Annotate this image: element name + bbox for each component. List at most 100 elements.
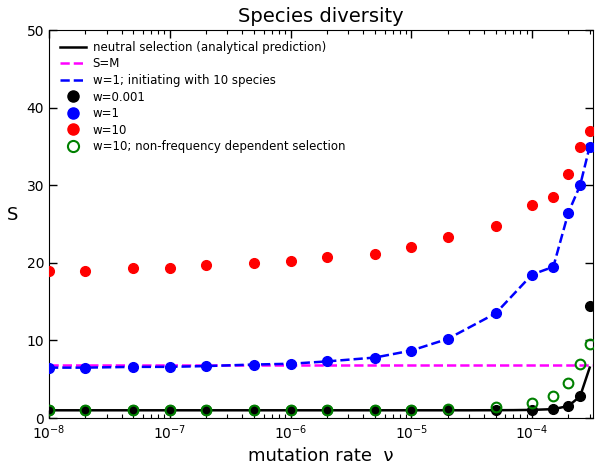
neutral selection (analytical prediction) (166, 407, 173, 413)
w=0.001 (323, 407, 331, 413)
neutral selection (analytical prediction) (203, 407, 210, 413)
w=0.001 (46, 407, 53, 413)
w=10; non-frequency dependent selection (407, 407, 415, 413)
w=1; initiating with 10 species (82, 365, 89, 371)
w=1; initiating with 10 species (529, 272, 536, 278)
w=1 (46, 365, 53, 371)
w=1; initiating with 10 species (166, 364, 173, 370)
w=1 (130, 364, 137, 370)
w=10 (46, 269, 53, 274)
w=1; initiating with 10 species (251, 362, 258, 367)
neutral selection (analytical prediction) (82, 407, 89, 413)
neutral selection (analytical prediction) (466, 407, 473, 413)
w=10 (565, 171, 572, 177)
w=10; non-frequency dependent selection (251, 407, 258, 413)
Legend: neutral selection (analytical prediction), S=M, w=1; initiating with 10 species,: neutral selection (analytical prediction… (55, 36, 350, 158)
w=10 (203, 262, 210, 268)
neutral selection (analytical prediction) (565, 403, 572, 409)
neutral selection (analytical prediction) (287, 407, 294, 413)
w=1; initiating with 10 species (492, 311, 499, 316)
neutral selection (analytical prediction) (103, 407, 110, 413)
w=1; initiating with 10 species (46, 365, 53, 371)
w=0.001 (492, 407, 499, 413)
w=0.001 (82, 407, 89, 413)
w=0.001 (287, 407, 294, 413)
neutral selection (analytical prediction) (371, 407, 379, 413)
w=1; initiating with 10 species (565, 210, 572, 215)
w=1 (586, 144, 593, 150)
w=1; initiating with 10 species (130, 364, 137, 370)
w=0.001 (565, 403, 572, 409)
w=10 (492, 223, 499, 228)
w=1 (323, 359, 331, 364)
w=10 (550, 194, 557, 200)
w=1 (251, 362, 258, 367)
w=10; non-frequency dependent selection (444, 406, 451, 412)
w=10; non-frequency dependent selection (287, 407, 294, 413)
w=1; initiating with 10 species (577, 183, 584, 188)
w=0.001 (166, 407, 173, 413)
w=0.001 (371, 407, 379, 413)
neutral selection (analytical prediction) (529, 407, 536, 413)
w=1 (203, 363, 210, 369)
Y-axis label: S: S (7, 206, 19, 224)
w=10; non-frequency dependent selection (82, 407, 89, 413)
w=1 (82, 365, 89, 371)
X-axis label: mutation rate  ν: mutation rate ν (248, 447, 394, 465)
w=0.001 (407, 407, 415, 413)
w=1; initiating with 10 species (444, 336, 451, 342)
w=10; non-frequency dependent selection (323, 407, 331, 413)
neutral selection (analytical prediction) (323, 407, 331, 413)
w=10 (371, 251, 379, 256)
w=10; non-frequency dependent selection (203, 407, 210, 413)
neutral selection (analytical prediction) (492, 407, 499, 413)
w=1 (166, 364, 173, 370)
neutral selection (analytical prediction) (224, 407, 231, 413)
w=0.001 (550, 406, 557, 412)
w=0.001 (529, 407, 536, 413)
Title: Species diversity: Species diversity (238, 7, 404, 26)
w=10 (130, 266, 137, 271)
neutral selection (analytical prediction) (46, 407, 53, 413)
neutral selection (analytical prediction) (130, 407, 137, 413)
w=10; non-frequency dependent selection (550, 394, 557, 399)
w=10; non-frequency dependent selection (166, 407, 173, 413)
w=10; non-frequency dependent selection (565, 380, 572, 386)
w=1 (407, 348, 415, 354)
neutral selection (analytical prediction) (510, 407, 517, 413)
w=10 (287, 258, 294, 263)
w=1 (577, 183, 584, 188)
Line: w=1: w=1 (44, 142, 595, 372)
w=10; non-frequency dependent selection (577, 361, 584, 367)
neutral selection (analytical prediction) (251, 407, 258, 413)
w=1; initiating with 10 species (586, 144, 593, 150)
w=10 (82, 268, 89, 273)
w=1; initiating with 10 species (323, 359, 331, 364)
w=1; initiating with 10 species (550, 264, 557, 270)
w=10; non-frequency dependent selection (529, 400, 536, 405)
w=1 (444, 336, 451, 342)
neutral selection (analytical prediction) (444, 407, 451, 413)
w=10 (586, 128, 593, 134)
neutral selection (analytical prediction) (268, 407, 275, 413)
w=10 (407, 244, 415, 250)
w=1 (492, 311, 499, 316)
w=0.001 (444, 407, 451, 413)
w=1; initiating with 10 species (203, 363, 210, 369)
Line: neutral selection (analytical prediction): neutral selection (analytical prediction… (49, 368, 590, 410)
w=10 (251, 260, 258, 266)
neutral selection (analytical prediction) (550, 406, 557, 412)
w=10 (323, 254, 331, 260)
neutral selection (analytical prediction) (586, 365, 593, 371)
w=1 (287, 361, 294, 367)
neutral selection (analytical prediction) (148, 407, 155, 413)
w=1 (529, 272, 536, 278)
w=1 (550, 264, 557, 270)
w=10 (577, 144, 584, 150)
Line: w=0.001: w=0.001 (44, 301, 595, 415)
w=0.001 (251, 407, 258, 413)
w=0.001 (577, 394, 584, 399)
w=10; non-frequency dependent selection (371, 407, 379, 413)
Line: w=1; initiating with 10 species: w=1; initiating with 10 species (49, 147, 590, 368)
w=10; non-frequency dependent selection (586, 342, 593, 347)
